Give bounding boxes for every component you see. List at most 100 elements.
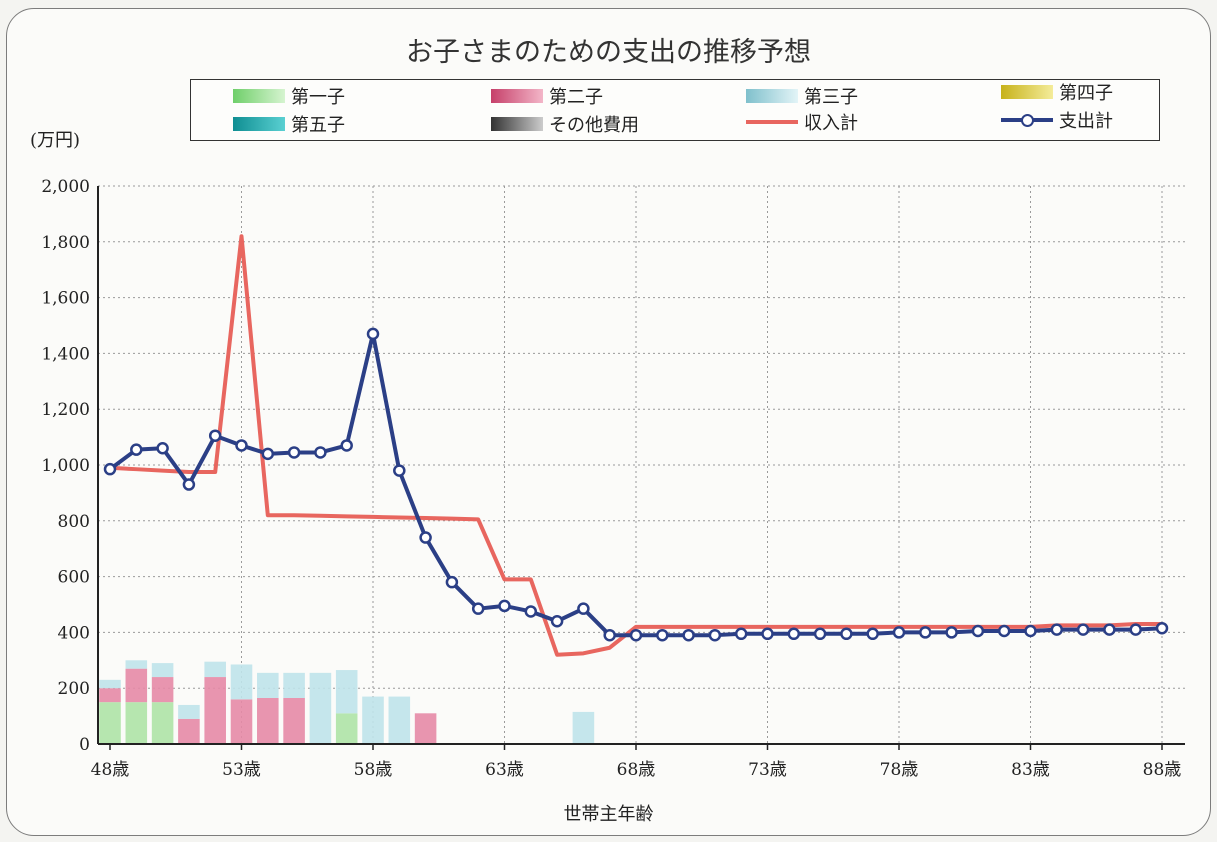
legend-marker-expense — [1021, 114, 1034, 127]
x-tick-label: 68歳 — [617, 760, 656, 780]
bar-child3 — [99, 679, 121, 689]
point-expense — [103, 462, 117, 476]
bar-child3 — [125, 660, 148, 669]
point-expense — [1076, 623, 1090, 636]
bar-child3 — [335, 670, 358, 714]
point-expense — [734, 627, 748, 641]
point-expense — [314, 446, 327, 459]
point-expense — [603, 628, 616, 642]
point-expense — [550, 614, 564, 628]
legend-label-child4: 第四子 — [1059, 83, 1113, 104]
point-expense — [945, 626, 958, 639]
legend-item-expense: 支出計 — [1001, 108, 1113, 132]
bar-child1 — [335, 713, 358, 744]
point-expense — [629, 628, 643, 642]
legend-label-child3: 第三子 — [804, 87, 858, 108]
bar-child1 — [125, 702, 148, 744]
point-expense — [761, 627, 774, 641]
point-expense — [498, 599, 511, 613]
y-tick-label: 1,800 — [41, 233, 90, 253]
y-tick-label: 200 — [58, 679, 90, 699]
bar-child3 — [572, 711, 595, 744]
x-tick-label: 73歳 — [748, 760, 787, 780]
x-axis-title: 世帯主年齢 — [563, 804, 654, 825]
point-expense — [892, 626, 906, 639]
bar-child2 — [125, 668, 148, 703]
legend-swatch-child4 — [1001, 85, 1053, 99]
point-expense — [971, 624, 985, 638]
point-expense — [419, 531, 432, 544]
line-expense — [108, 331, 1163, 638]
bar-child3 — [151, 663, 174, 678]
bar-child3 — [309, 672, 332, 744]
point-expense — [840, 627, 853, 641]
bar-child2 — [204, 677, 226, 744]
bar-child2 — [414, 713, 437, 744]
point-expense — [787, 627, 801, 641]
legend-item-child2: 第二子 — [491, 84, 603, 108]
point-expense — [577, 602, 590, 615]
point-expense — [1129, 623, 1142, 636]
y-tick-label: 0 — [79, 735, 90, 755]
legend-swatch-income — [746, 120, 798, 124]
point-expense — [393, 464, 406, 477]
bar-child1 — [99, 702, 121, 744]
chart-title: お子さまのための支出の推移予想 — [406, 37, 811, 68]
point-expense — [156, 442, 169, 455]
x-tick-label: 83歳 — [1011, 760, 1050, 780]
bar-child3 — [257, 672, 279, 698]
point-expense — [182, 478, 196, 491]
point-expense — [997, 624, 1011, 638]
legend-swatch-expense — [1001, 114, 1053, 127]
point-expense — [1024, 624, 1037, 638]
y-tick-label: 2,000 — [41, 177, 90, 197]
legend-swatch-child3 — [746, 89, 798, 103]
y-unit-label: (万円) — [30, 130, 81, 151]
legend-item-other: その他費用 — [491, 112, 639, 136]
legend-item-child4: 第四子 — [1001, 80, 1113, 104]
chart-legend: 第一子 第二子 第三子 第四子 第五子 その他費用 収入計 支出計 — [190, 79, 1160, 141]
point-expense — [524, 605, 538, 618]
point-expense — [208, 429, 222, 442]
legend-label-child2: 第二子 — [549, 87, 603, 108]
point-expense — [261, 447, 275, 461]
point-expense — [866, 627, 879, 641]
x-tick-label: 63歳 — [485, 760, 524, 780]
point-expense — [287, 446, 301, 459]
legend-label-expense: 支出計 — [1059, 111, 1113, 132]
y-tick-label: 1,600 — [41, 289, 90, 309]
bar-child3 — [230, 664, 253, 700]
point-expense — [682, 628, 695, 642]
legend-label-child1: 第一子 — [291, 87, 345, 108]
legend-item-child5: 第五子 — [233, 112, 345, 136]
bar-child3 — [388, 696, 411, 744]
line-income — [109, 234, 1162, 657]
x-tick-label: 78歳 — [880, 760, 919, 780]
point-expense — [235, 439, 248, 452]
x-tick-label: 88歳 — [1143, 760, 1182, 780]
y-tick-label: 600 — [58, 568, 90, 588]
legend-swatch-other — [491, 117, 543, 131]
x-tick-label: 53歳 — [222, 760, 261, 780]
legend-swatch-child5 — [233, 117, 285, 131]
bar-child2 — [230, 699, 253, 744]
bar-child2 — [99, 688, 121, 703]
bar-child2 — [178, 718, 200, 744]
point-expense — [656, 628, 669, 642]
bar-child1 — [151, 702, 174, 744]
legend-label-child5: 第五子 — [291, 115, 345, 136]
legend-item-income: 収入計 — [746, 110, 858, 134]
point-expense — [1155, 621, 1169, 635]
y-tick-label: 400 — [58, 623, 90, 643]
point-expense — [130, 443, 143, 456]
point-expense — [445, 575, 459, 589]
point-expense — [708, 628, 722, 642]
bar-child2 — [151, 677, 174, 703]
legend-swatch-child2 — [491, 89, 543, 103]
point-expense — [1050, 623, 1064, 636]
y-tick-label: 1,000 — [41, 456, 90, 476]
point-expense — [340, 439, 353, 452]
bar-child3 — [362, 696, 384, 744]
legend-item-child3: 第三子 — [746, 84, 858, 108]
point-expense — [366, 327, 380, 341]
